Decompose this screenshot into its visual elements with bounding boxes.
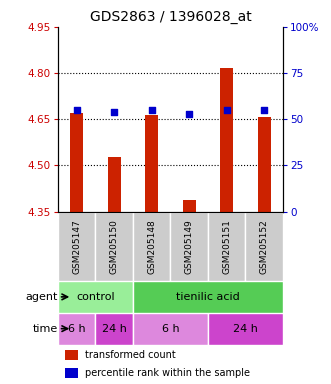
Text: GSM205151: GSM205151 [222, 219, 231, 274]
Text: 24 h: 24 h [233, 324, 258, 334]
Text: 6 h: 6 h [68, 324, 85, 334]
Text: time: time [33, 324, 58, 334]
Text: GSM205152: GSM205152 [260, 219, 269, 274]
Bar [133, 281, 283, 313]
Bar [258, 117, 271, 212]
Bar [246, 212, 283, 281]
Title: GDS2863 / 1396028_at: GDS2863 / 1396028_at [90, 10, 251, 25]
Bar [133, 212, 170, 281]
Text: tienilic acid: tienilic acid [176, 292, 240, 302]
Text: agent: agent [25, 292, 58, 302]
Text: 24 h: 24 h [102, 324, 127, 334]
Bar [133, 313, 208, 344]
Point [112, 109, 117, 115]
Bar [58, 212, 95, 281]
Text: GSM205147: GSM205147 [72, 219, 81, 274]
Text: control: control [76, 292, 115, 302]
Point [224, 107, 229, 113]
Bar [58, 281, 133, 313]
Bar [58, 313, 95, 344]
Bar [65, 350, 78, 360]
Text: percentile rank within the sample: percentile rank within the sample [85, 368, 250, 378]
Bar [65, 368, 78, 378]
Bar [95, 212, 133, 281]
Text: GSM205149: GSM205149 [185, 219, 194, 274]
Text: transformed count: transformed count [85, 350, 176, 360]
Bar [95, 313, 133, 344]
Bar [170, 212, 208, 281]
Bar [208, 212, 246, 281]
Bar [108, 157, 121, 212]
Bar [183, 200, 196, 212]
Point [74, 107, 79, 113]
Bar [70, 113, 83, 212]
Point [261, 107, 267, 113]
Bar [220, 68, 233, 212]
Bar [145, 115, 158, 212]
Bar [208, 313, 283, 344]
Point [149, 107, 154, 113]
Text: GSM205148: GSM205148 [147, 219, 156, 274]
Text: 6 h: 6 h [162, 324, 179, 334]
Point [187, 111, 192, 117]
Text: GSM205150: GSM205150 [110, 219, 119, 274]
